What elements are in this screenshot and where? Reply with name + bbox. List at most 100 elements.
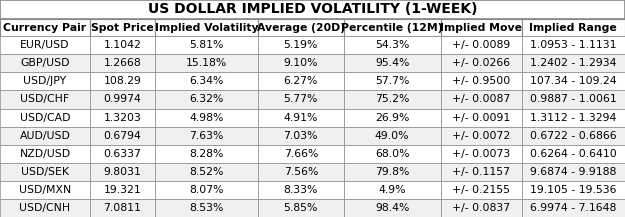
Text: +/- 0.0073: +/- 0.0073 <box>452 149 510 159</box>
Bar <box>344 90 441 108</box>
Bar <box>90 90 154 108</box>
Text: 107.34 - 109.24: 107.34 - 109.24 <box>530 76 617 86</box>
Text: 68.0%: 68.0% <box>375 149 409 159</box>
Text: NZD/USD: NZD/USD <box>19 149 71 159</box>
Bar <box>90 181 154 199</box>
Bar <box>154 181 258 199</box>
Text: 75.2%: 75.2% <box>375 94 409 104</box>
Bar <box>441 19 522 36</box>
Text: 0.9887 - 1.0061: 0.9887 - 1.0061 <box>530 94 617 104</box>
Bar <box>522 19 625 36</box>
Text: AUD/USD: AUD/USD <box>19 131 71 141</box>
Text: 108.29: 108.29 <box>103 76 141 86</box>
Text: +/- 0.0266: +/- 0.0266 <box>452 58 510 68</box>
Text: Average (20D): Average (20D) <box>257 23 345 33</box>
Text: USD/CNH: USD/CNH <box>19 203 71 213</box>
Bar <box>522 72 625 90</box>
Bar <box>90 127 154 145</box>
Text: 5.77%: 5.77% <box>284 94 318 104</box>
Text: 6.34%: 6.34% <box>189 76 224 86</box>
Text: 8.53%: 8.53% <box>189 203 224 213</box>
Bar <box>90 145 154 163</box>
Bar <box>154 199 258 217</box>
Text: 7.03%: 7.03% <box>284 131 318 141</box>
Bar <box>154 145 258 163</box>
Text: Currency Pair: Currency Pair <box>3 23 86 33</box>
Bar <box>258 127 344 145</box>
Bar <box>258 54 344 72</box>
Bar <box>522 145 625 163</box>
Bar <box>522 36 625 54</box>
Bar <box>258 19 344 36</box>
Bar <box>154 19 258 36</box>
Bar <box>522 108 625 127</box>
Bar <box>0 0 625 19</box>
Bar <box>0 54 90 72</box>
Text: 8.33%: 8.33% <box>284 185 318 195</box>
Bar <box>258 36 344 54</box>
Text: 1.3203: 1.3203 <box>103 113 141 123</box>
Bar <box>90 36 154 54</box>
Text: 6.27%: 6.27% <box>284 76 318 86</box>
Text: 79.8%: 79.8% <box>375 167 409 177</box>
Text: +/- 0.1157: +/- 0.1157 <box>452 167 510 177</box>
Bar <box>344 145 441 163</box>
Bar <box>344 181 441 199</box>
Bar <box>258 72 344 90</box>
Bar <box>522 127 625 145</box>
Text: 98.4%: 98.4% <box>375 203 409 213</box>
Text: 95.4%: 95.4% <box>375 58 409 68</box>
Text: 1.1042: 1.1042 <box>103 40 141 50</box>
Bar <box>344 108 441 127</box>
Text: GBP/USD: GBP/USD <box>20 58 70 68</box>
Bar <box>0 199 90 217</box>
Bar <box>522 163 625 181</box>
Text: 6.9974 - 7.1648: 6.9974 - 7.1648 <box>530 203 616 213</box>
Text: 0.9974: 0.9974 <box>103 94 141 104</box>
Text: Implied Range: Implied Range <box>529 23 617 33</box>
Bar <box>0 108 90 127</box>
Text: 15.18%: 15.18% <box>186 58 227 68</box>
Text: Implied Volatility: Implied Volatility <box>154 23 258 33</box>
Text: +/- 0.2155: +/- 0.2155 <box>452 185 510 195</box>
Text: USD/SEK: USD/SEK <box>21 167 69 177</box>
Text: 0.6794: 0.6794 <box>103 131 141 141</box>
Bar <box>522 54 625 72</box>
Text: US DOLLAR IMPLIED VOLATILITY (1-WEEK): US DOLLAR IMPLIED VOLATILITY (1-WEEK) <box>148 2 478 16</box>
Text: 19.105 - 19.536: 19.105 - 19.536 <box>530 185 616 195</box>
Bar <box>258 181 344 199</box>
Text: +/- 0.0072: +/- 0.0072 <box>452 131 510 141</box>
Text: 4.98%: 4.98% <box>189 113 224 123</box>
Text: +/- 0.0089: +/- 0.0089 <box>452 40 510 50</box>
Text: USD/CAD: USD/CAD <box>20 113 70 123</box>
Text: +/- 0.0087: +/- 0.0087 <box>452 94 510 104</box>
Bar <box>441 145 522 163</box>
Text: Percentile (12M): Percentile (12M) <box>341 23 443 33</box>
Bar <box>344 72 441 90</box>
Bar <box>90 108 154 127</box>
Bar <box>258 108 344 127</box>
Text: +/- 0.0837: +/- 0.0837 <box>452 203 510 213</box>
Bar <box>441 108 522 127</box>
Text: 19.321: 19.321 <box>103 185 141 195</box>
Text: USD/JPY: USD/JPY <box>23 76 66 86</box>
Bar <box>258 199 344 217</box>
Text: 8.28%: 8.28% <box>189 149 224 159</box>
Bar <box>0 90 90 108</box>
Bar <box>344 199 441 217</box>
Bar <box>441 90 522 108</box>
Text: 4.91%: 4.91% <box>284 113 318 123</box>
Text: +/- 0.0091: +/- 0.0091 <box>452 113 510 123</box>
Text: 9.10%: 9.10% <box>284 58 318 68</box>
Bar <box>154 108 258 127</box>
Bar <box>441 199 522 217</box>
Text: 1.2668: 1.2668 <box>103 58 141 68</box>
Bar <box>0 36 90 54</box>
Text: 1.2402 - 1.2934: 1.2402 - 1.2934 <box>530 58 616 68</box>
Text: 5.19%: 5.19% <box>284 40 318 50</box>
Text: USD/CHF: USD/CHF <box>21 94 69 104</box>
Bar <box>154 36 258 54</box>
Text: 54.3%: 54.3% <box>375 40 409 50</box>
Bar <box>154 72 258 90</box>
Text: 9.8031: 9.8031 <box>103 167 141 177</box>
